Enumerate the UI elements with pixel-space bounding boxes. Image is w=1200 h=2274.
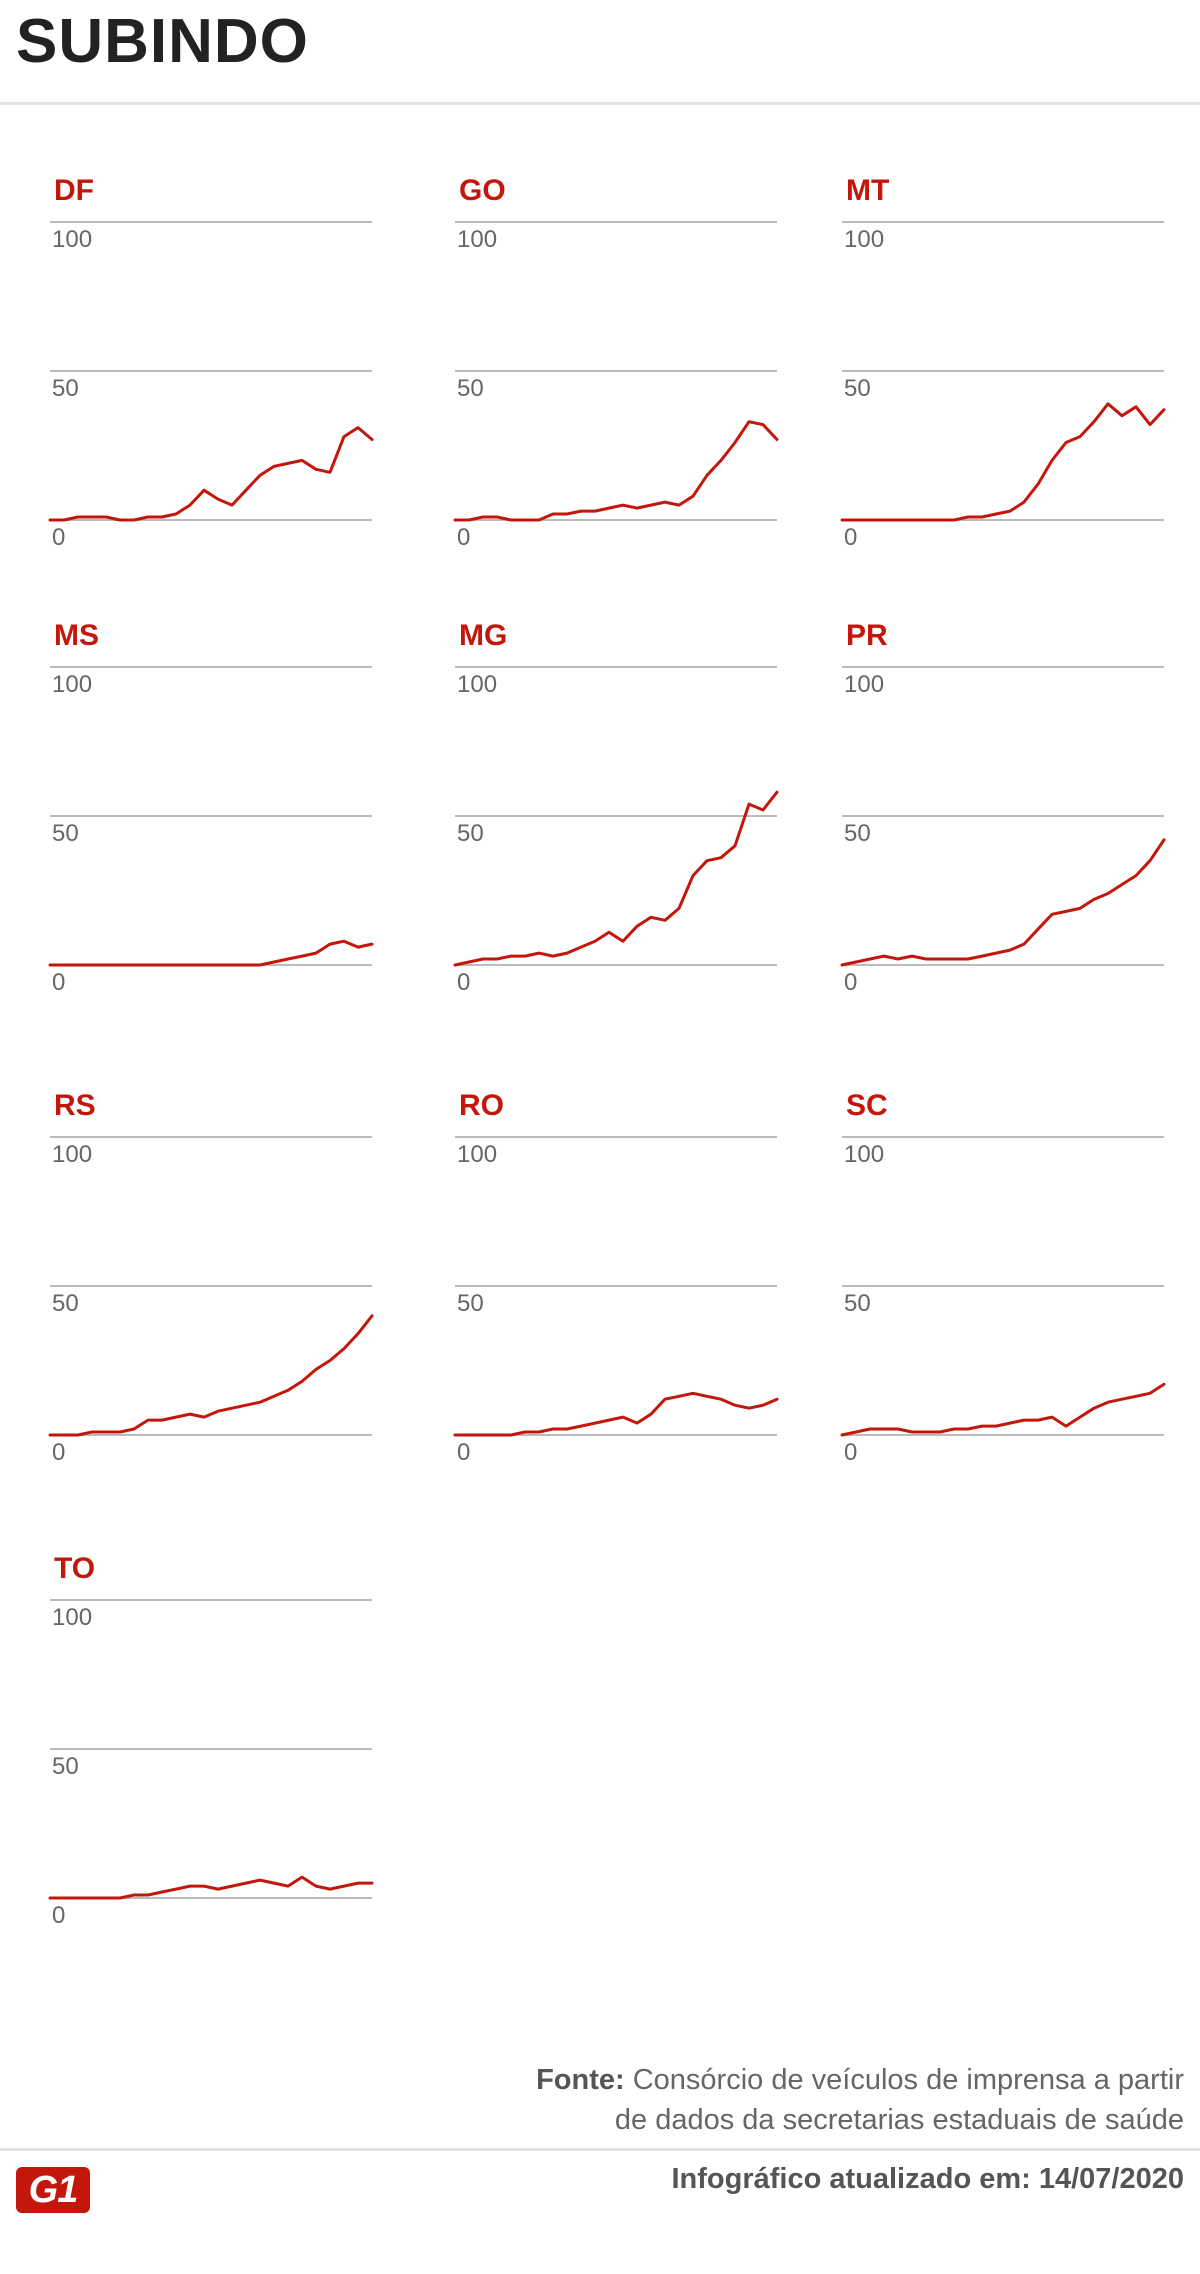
series-line-sc (840, 1382, 1166, 1437)
chart-panel-mg: MG 100 50 0 (453, 615, 785, 1015)
source-line-1: Consórcio de veículos de imprensa a part… (632, 2064, 1184, 2096)
chart-svg-ms: MS 100 50 0 (48, 619, 374, 996)
y-tick-label: 0 (52, 969, 65, 996)
chart-svg-mt: MT 100 50 0 (840, 174, 1166, 551)
series-line-to (48, 1875, 374, 1900)
chart-panel-rs: RS 100 50 0 (48, 1085, 380, 1485)
y-tick-label: 0 (52, 524, 65, 551)
chart-title: PR (846, 619, 888, 652)
chart-svg-df: DF 100 50 0 (48, 174, 374, 551)
source-label: Fonte: (536, 2064, 625, 2096)
y-tick-label: 100 (844, 1141, 884, 1168)
y-tick-label: 0 (457, 969, 470, 996)
y-tick-label: 100 (52, 226, 92, 253)
y-tick-label: 50 (457, 375, 484, 402)
y-tick-label: 100 (52, 1141, 92, 1168)
chart-svg-sc: SC 100 50 0 (840, 1089, 1166, 1466)
y-tick-label: 0 (844, 524, 857, 551)
chart-title: RS (54, 1089, 96, 1122)
y-tick-label: 50 (52, 820, 79, 847)
y-tick-label: 50 (52, 375, 79, 402)
chart-title: DF (54, 174, 94, 207)
chart-title: GO (459, 174, 506, 207)
chart-title: MT (846, 174, 889, 207)
title-divider (0, 102, 1200, 105)
chart-panel-to: TO 100 50 0 (48, 1548, 380, 1948)
chart-svg-rs: RS 100 50 0 (48, 1089, 374, 1466)
y-tick-label: 50 (457, 1290, 484, 1317)
chart-svg-mg: MG 100 50 0 (453, 619, 779, 996)
y-tick-label: 0 (457, 524, 470, 551)
series-line-ms (48, 939, 374, 967)
y-tick-label: 100 (457, 671, 497, 698)
y-tick-label: 0 (52, 1439, 65, 1466)
series-line-ro (453, 1391, 779, 1437)
chart-title: SC (846, 1089, 888, 1122)
chart-panel-pr: PR 100 50 0 (840, 615, 1172, 1015)
chart-svg-to: TO 100 50 0 (48, 1552, 374, 1929)
y-tick-label: 100 (844, 226, 884, 253)
y-tick-label: 100 (844, 671, 884, 698)
source-line-2: de dados da secretarias estaduais de saú… (614, 2104, 1184, 2136)
y-tick-label: 50 (844, 375, 871, 402)
y-tick-label: 100 (52, 1604, 92, 1631)
chart-title: MG (459, 619, 507, 652)
y-tick-label: 100 (52, 671, 92, 698)
y-tick-label: 50 (457, 820, 484, 847)
chart-title: TO (54, 1552, 95, 1585)
chart-title: RO (459, 1089, 504, 1122)
series-line-rs (48, 1314, 374, 1437)
g1-logo: G1 (16, 2167, 90, 2213)
chart-title: MS (54, 619, 99, 652)
series-line-mt (840, 402, 1166, 522)
chart-panel-ro: RO 100 50 0 (453, 1085, 785, 1485)
y-tick-label: 0 (52, 1902, 65, 1929)
chart-svg-pr: PR 100 50 0 (840, 619, 1166, 996)
updated-date: Infográfico atualizado em: 14/07/2020 (671, 2163, 1184, 2195)
page-title: SUBINDO (16, 7, 309, 76)
chart-panel-go: GO 100 50 0 (453, 170, 785, 570)
chart-svg-ro: RO 100 50 0 (453, 1089, 779, 1466)
y-tick-label: 50 (52, 1753, 79, 1780)
source-note: Fonte: Consórcio de veículos de imprensa… (536, 2060, 1184, 2140)
series-line-mg (453, 790, 779, 967)
chart-svg-go: GO 100 50 0 (453, 174, 779, 551)
series-line-go (453, 420, 779, 522)
footer-divider (0, 2148, 1200, 2151)
y-tick-label: 0 (844, 969, 857, 996)
y-tick-label: 50 (844, 1290, 871, 1317)
chart-panel-ms: MS 100 50 0 (48, 615, 380, 1015)
y-tick-label: 0 (844, 1439, 857, 1466)
chart-panel-df: DF 100 50 0 (48, 170, 380, 570)
series-line-pr (840, 838, 1166, 967)
y-tick-label: 100 (457, 226, 497, 253)
y-tick-label: 100 (457, 1141, 497, 1168)
y-tick-label: 50 (52, 1290, 79, 1317)
y-tick-label: 0 (457, 1439, 470, 1466)
chart-panel-sc: SC 100 50 0 (840, 1085, 1172, 1485)
series-line-df (48, 426, 374, 522)
chart-panel-mt: MT 100 50 0 (840, 170, 1172, 570)
y-tick-label: 50 (844, 820, 871, 847)
